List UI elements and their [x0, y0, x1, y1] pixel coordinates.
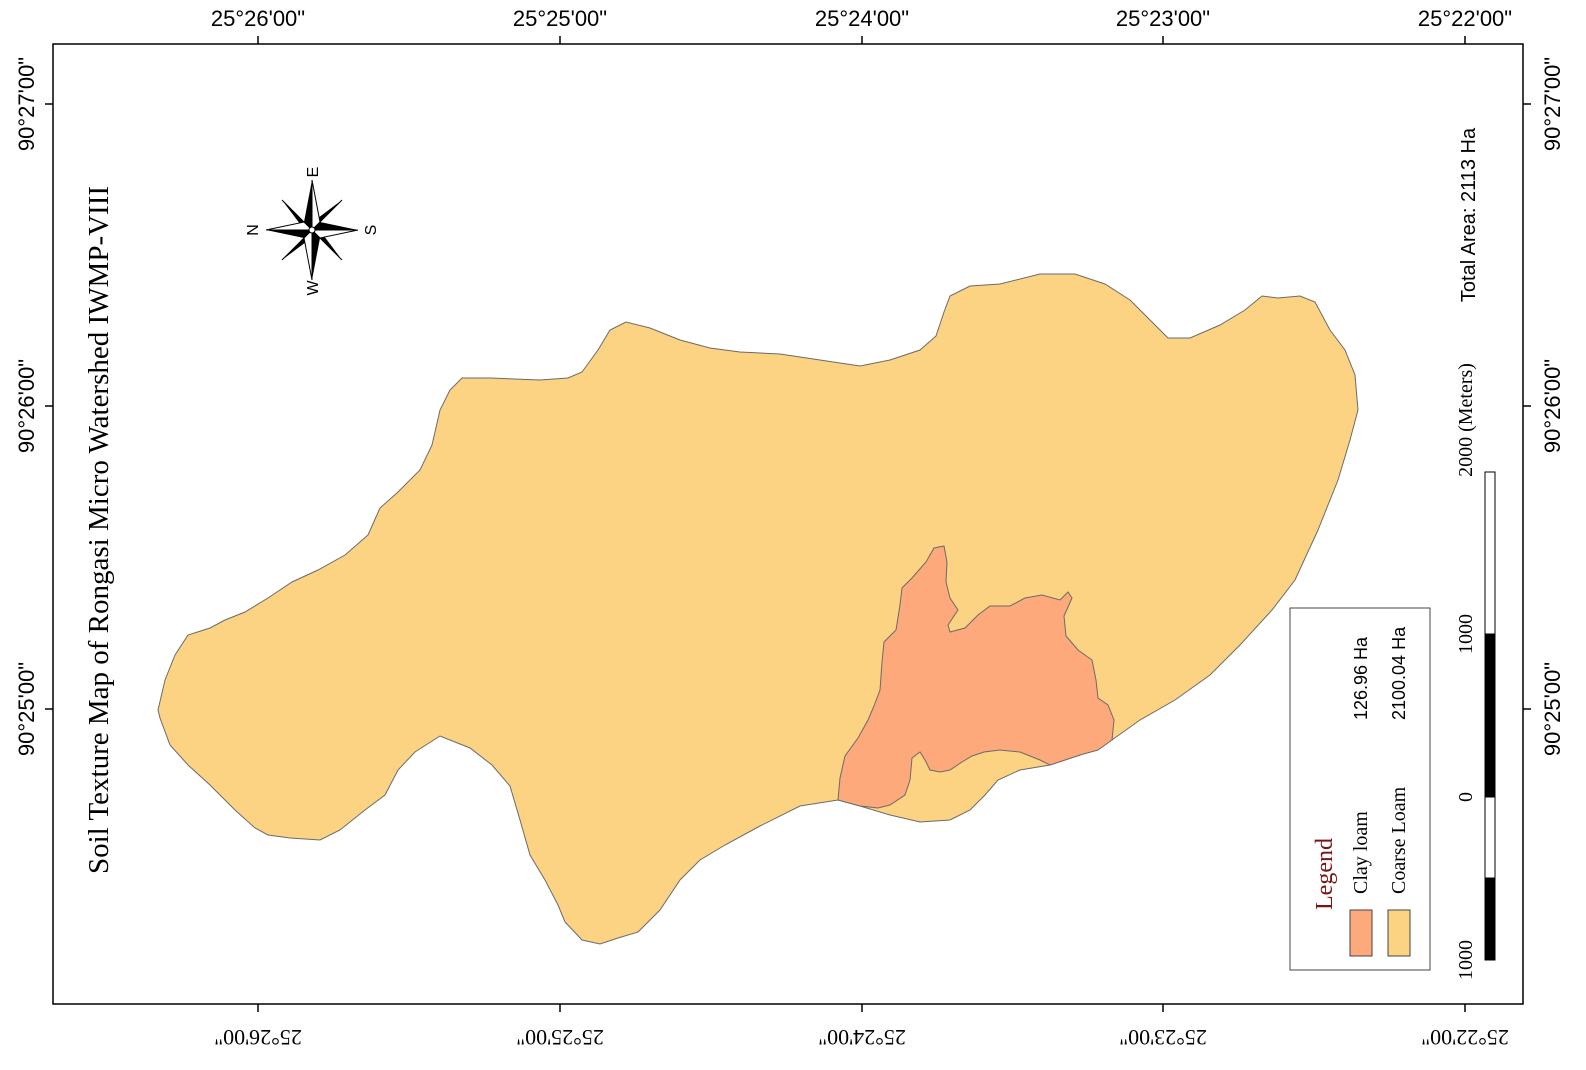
legend-title: Legend — [1312, 838, 1338, 910]
top-tick-label: 25°25'00" — [513, 6, 607, 31]
compass-label-n: N — [245, 224, 262, 236]
legend-swatch-coarse-loam — [1387, 909, 1411, 957]
bottom-tick-label: 25°23'00" — [1119, 1025, 1207, 1050]
top-tick-label: 25°23'00" — [1116, 6, 1210, 31]
scale-bar-label: 1000 — [1455, 940, 1477, 980]
top-tick-label: 25°26'00" — [211, 6, 305, 31]
bottom-tick-label: 25°26'00" — [214, 1025, 302, 1050]
compass-label-w: W — [305, 280, 322, 296]
coarse-loam-zone — [157, 273, 1359, 945]
bottom-tick-label: 25°22'00" — [1421, 1025, 1509, 1050]
legend-area-coarse-loam: 2100.04 Ha — [1389, 626, 1409, 720]
legend: Legend Clay loam 126.96 Ha Coarse Loam 2… — [1289, 607, 1431, 971]
left-tick-label: 90°25'00" — [14, 662, 39, 756]
right-tick-label: 90°27'00" — [1540, 57, 1565, 151]
bottom-tick-label: 25°24'00" — [818, 1025, 906, 1050]
legend-swatch-clay-loam — [1349, 909, 1373, 957]
compass-label-s: S — [363, 225, 380, 236]
top-tick-marks — [257, 36, 1466, 44]
left-tick-label: 90°27'00" — [14, 57, 39, 151]
compass-rose-icon — [265, 179, 359, 281]
compass-label-e: E — [305, 167, 322, 178]
scale-bar-label: 1000 — [1455, 614, 1477, 654]
bottom-tick-marks — [257, 1004, 1466, 1012]
top-tick-label: 25°24'00" — [815, 6, 909, 31]
scale-bar-unit: 2000 (Meters) — [1455, 363, 1477, 477]
right-tick-marks — [1523, 103, 1531, 710]
legend-area-clay-loam: 126.96 Ha — [1351, 636, 1371, 720]
total-area-label: Total Area: 2113 Ha — [1458, 127, 1480, 302]
right-tick-label: 90°26'00" — [1540, 359, 1565, 453]
top-tick-label: 25°22'00" — [1418, 6, 1512, 31]
scale-bar — [1484, 471, 1496, 961]
map-title: Soil Texture Map of Rongasi Micro Waters… — [83, 186, 115, 874]
right-tick-label: 90°25'00" — [1540, 662, 1565, 756]
bottom-tick-label: 25°25'00" — [516, 1025, 604, 1050]
left-tick-label: 90°26'00" — [14, 359, 39, 453]
legend-label-coarse-loam: Coarse Loam — [1388, 786, 1410, 894]
legend-label-clay-loam: Clay loam — [1350, 811, 1372, 894]
clay-loam-zone — [837, 545, 1115, 809]
scale-bar-label: 0 — [1455, 792, 1477, 802]
left-tick-marks — [45, 103, 53, 710]
